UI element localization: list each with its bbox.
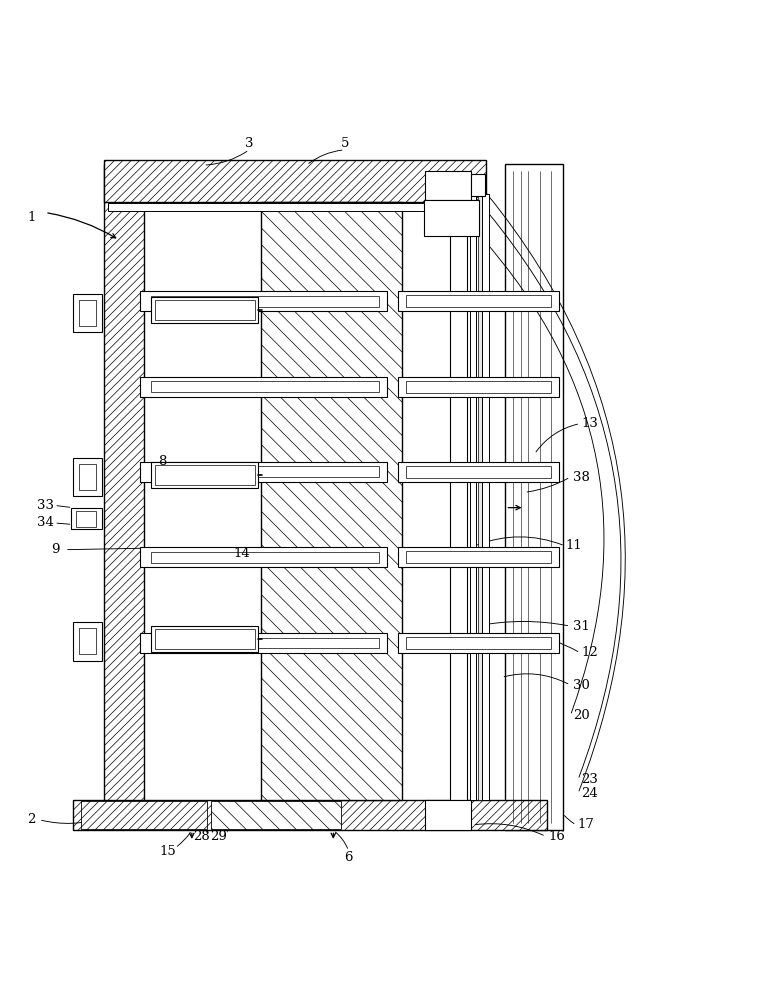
Bar bbox=[152, 297, 258, 323]
Bar bbox=[478, 194, 482, 800]
Text: 38: 38 bbox=[574, 471, 591, 484]
Text: 29: 29 bbox=[210, 830, 227, 843]
Bar bbox=[406, 637, 552, 649]
Bar bbox=[140, 547, 387, 567]
Bar bbox=[406, 295, 552, 307]
Text: 34: 34 bbox=[37, 516, 54, 529]
Bar bbox=[425, 800, 471, 830]
Bar bbox=[470, 194, 476, 800]
Bar bbox=[424, 200, 479, 236]
Bar bbox=[155, 300, 254, 320]
Bar bbox=[140, 462, 387, 482]
Bar bbox=[425, 171, 471, 200]
Bar bbox=[74, 800, 548, 830]
Bar bbox=[152, 296, 379, 307]
Bar bbox=[398, 633, 559, 653]
Text: 9: 9 bbox=[51, 543, 60, 556]
Bar bbox=[155, 629, 254, 649]
Text: 1: 1 bbox=[27, 211, 35, 224]
Bar bbox=[79, 628, 96, 654]
Bar bbox=[152, 466, 379, 477]
Bar bbox=[398, 462, 559, 482]
Text: 3: 3 bbox=[245, 137, 254, 150]
Bar bbox=[155, 465, 254, 485]
Text: 8: 8 bbox=[159, 455, 167, 468]
Text: 31: 31 bbox=[574, 620, 591, 633]
Bar bbox=[140, 291, 387, 311]
Bar bbox=[140, 377, 387, 397]
Text: 6: 6 bbox=[345, 851, 353, 864]
Text: 15: 15 bbox=[159, 845, 175, 858]
Bar bbox=[483, 194, 489, 800]
Bar bbox=[152, 638, 379, 648]
Bar bbox=[152, 552, 379, 563]
Text: 28: 28 bbox=[192, 830, 209, 843]
Bar bbox=[81, 801, 207, 829]
Bar bbox=[211, 801, 341, 829]
Text: 2: 2 bbox=[27, 813, 35, 826]
Bar bbox=[104, 164, 144, 817]
Bar bbox=[79, 300, 96, 326]
Bar bbox=[406, 551, 552, 563]
Bar bbox=[108, 203, 483, 211]
Text: 17: 17 bbox=[578, 818, 594, 831]
Text: 16: 16 bbox=[549, 830, 566, 843]
Bar bbox=[152, 462, 258, 488]
Text: 11: 11 bbox=[566, 539, 582, 552]
Bar bbox=[74, 294, 103, 332]
Bar bbox=[406, 381, 552, 393]
Text: 14: 14 bbox=[233, 547, 250, 560]
Bar bbox=[471, 174, 485, 196]
Bar bbox=[74, 458, 103, 496]
Bar bbox=[79, 464, 96, 490]
Text: 5: 5 bbox=[341, 137, 349, 150]
Bar bbox=[450, 194, 467, 800]
Bar bbox=[77, 511, 97, 527]
Text: 13: 13 bbox=[581, 417, 598, 430]
Bar bbox=[398, 377, 559, 397]
Bar bbox=[71, 508, 102, 529]
Bar bbox=[398, 547, 559, 567]
Bar bbox=[398, 291, 559, 311]
Bar bbox=[260, 202, 402, 800]
Bar bbox=[140, 633, 387, 653]
Text: 20: 20 bbox=[574, 709, 590, 722]
Text: 23: 23 bbox=[581, 773, 598, 786]
Text: 12: 12 bbox=[581, 646, 597, 659]
Bar bbox=[406, 466, 552, 478]
Text: 30: 30 bbox=[574, 679, 591, 692]
Text: 33: 33 bbox=[37, 499, 54, 512]
Bar bbox=[506, 164, 563, 830]
Bar bbox=[152, 381, 379, 392]
Text: 24: 24 bbox=[581, 787, 597, 800]
Bar bbox=[74, 622, 103, 661]
Bar bbox=[104, 160, 486, 202]
Bar bbox=[152, 626, 258, 652]
